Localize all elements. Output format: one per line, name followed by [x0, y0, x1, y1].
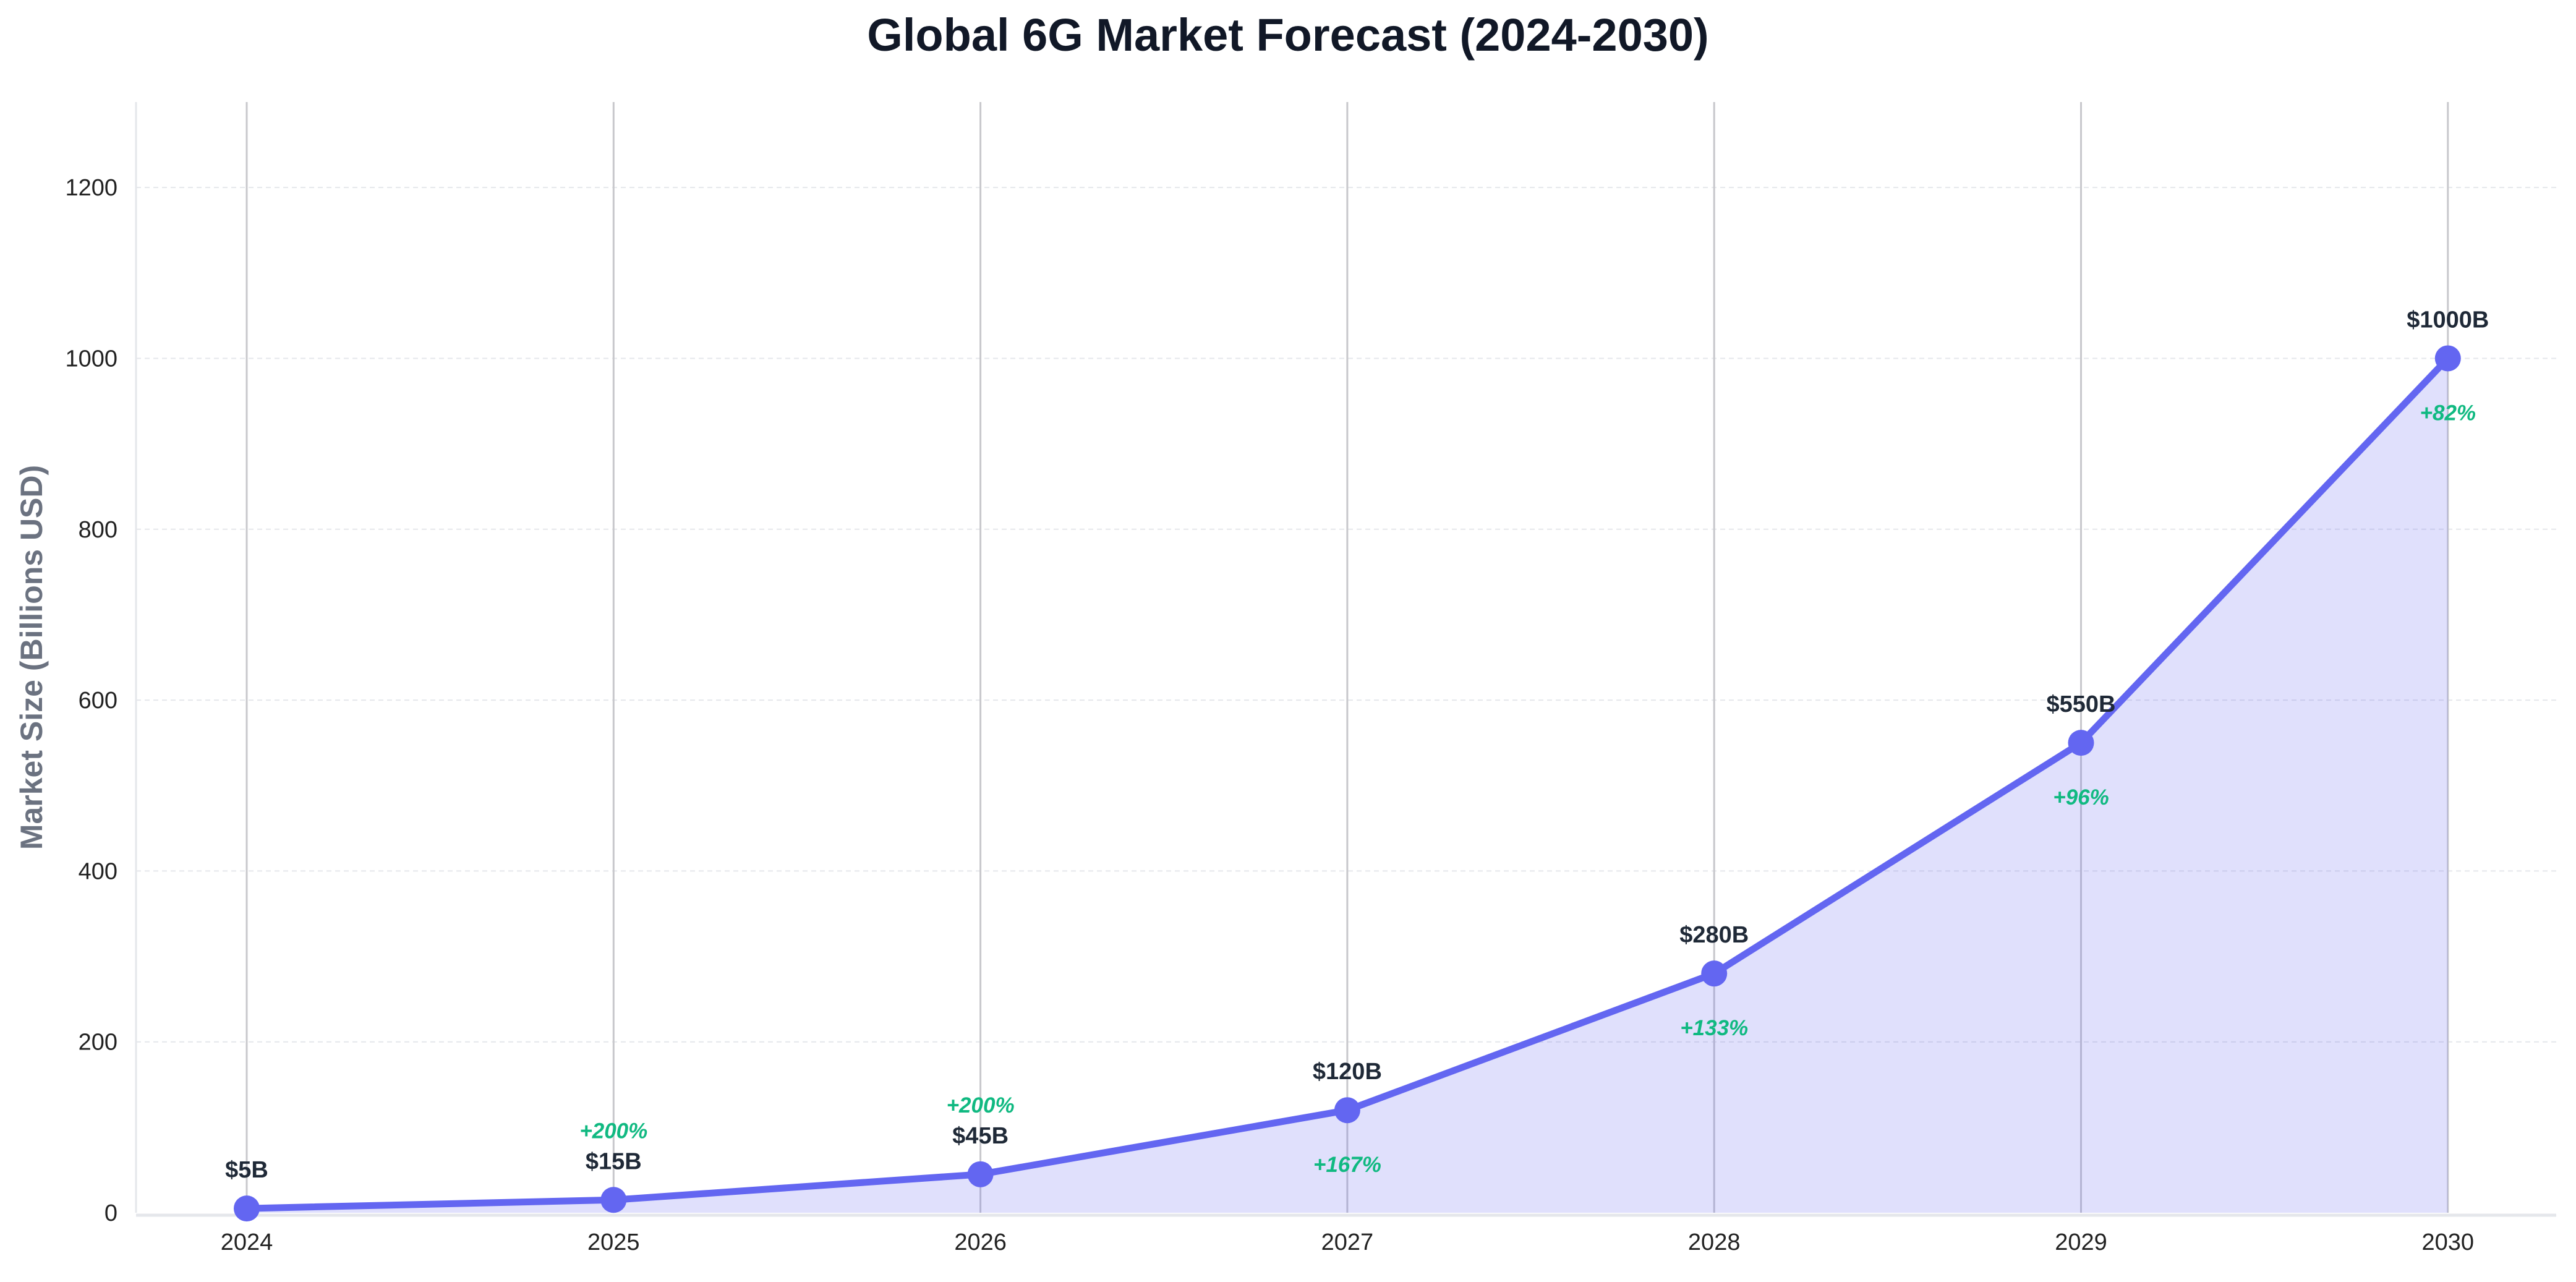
x-tick-label: 2028: [1688, 1229, 1741, 1255]
x-tick-label: 2030: [2422, 1229, 2475, 1255]
x-tick-label: 2025: [587, 1229, 640, 1255]
data-label: $550B: [2047, 691, 2116, 717]
y-tick-label: 400: [79, 858, 117, 884]
y-tick-label: 800: [79, 517, 117, 543]
y-tick-label: 0: [104, 1200, 117, 1226]
growth-label: +82%: [2420, 401, 2476, 425]
data-point: [234, 1195, 260, 1222]
data-point: [2068, 730, 2094, 756]
x-tick-label: 2027: [1321, 1229, 1374, 1255]
chart-title: Global 6G Market Forecast (2024-2030): [867, 9, 1708, 61]
data-label: $120B: [1313, 1059, 1382, 1085]
data-label: $280B: [1679, 922, 1749, 948]
y-tick-label: 200: [79, 1030, 117, 1056]
growth-label: +133%: [1680, 1016, 1748, 1040]
data-label: $45B: [952, 1123, 1009, 1149]
data-point: [967, 1161, 994, 1187]
data-point: [1334, 1097, 1360, 1124]
y-axis-label: Market Size (Billions USD): [14, 465, 49, 850]
growth-label: +200%: [947, 1093, 1015, 1117]
growth-label: +96%: [2053, 785, 2109, 810]
area-fill: [247, 358, 2448, 1213]
data-label: $5B: [225, 1157, 268, 1183]
data-point: [1701, 960, 1728, 987]
x-tick-label: 2024: [221, 1229, 273, 1255]
data-point: [600, 1187, 627, 1213]
x-tick-label: 2029: [2055, 1229, 2107, 1255]
x-tick-label: 2026: [954, 1229, 1007, 1255]
data-label: $15B: [586, 1148, 642, 1174]
data-label: $1000B: [2407, 307, 2489, 333]
y-tick-label: 1000: [65, 346, 117, 372]
growth-label: +167%: [1313, 1153, 1381, 1177]
y-tick-label: 600: [79, 688, 117, 714]
y-tick-label: 1200: [65, 175, 117, 201]
growth-label: +200%: [579, 1119, 647, 1143]
data-point: [2434, 345, 2461, 372]
